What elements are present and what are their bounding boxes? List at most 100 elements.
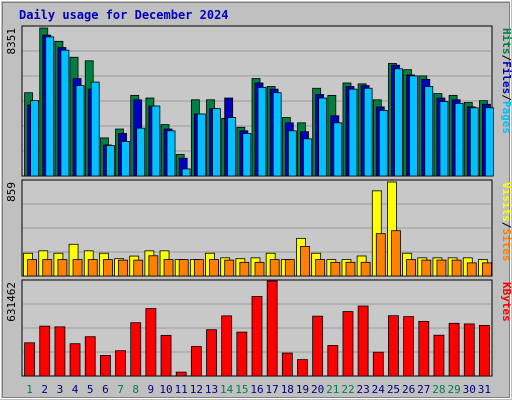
- bar-sites-day-18: [284, 259, 295, 277]
- bar-pages-day-27: [424, 86, 434, 177]
- bar-sites-day-26: [406, 259, 417, 277]
- bar-pages-day-28: [439, 101, 449, 177]
- bar-sites-day-8: [133, 259, 144, 277]
- bar-sites-day-5: [87, 259, 98, 277]
- y-max-label: 631462: [5, 282, 18, 322]
- bar-kbytes-day-20: [312, 315, 324, 377]
- bar-pages-day-10: [166, 130, 176, 177]
- bar-kbytes-day-31: [479, 324, 490, 377]
- day-label-1: 1: [26, 383, 33, 396]
- bar-kbytes-day-6: [99, 355, 111, 377]
- day-label-12: 12: [190, 383, 203, 396]
- bar-kbytes-day-26: [403, 316, 415, 377]
- legend-hits-files-pages: Hits/Files/Pages: [500, 28, 512, 134]
- legend-entry: /: [500, 222, 512, 229]
- bar-kbytes-day-2: [39, 325, 51, 377]
- day-label-9: 9: [148, 383, 155, 396]
- bar-sites-day-1: [27, 259, 37, 277]
- bar-pages-day-8: [136, 127, 146, 177]
- day-label-24: 24: [372, 383, 386, 396]
- bar-pages-day-23: [363, 87, 373, 177]
- bar-pages-day-17: [272, 92, 282, 177]
- day-label-30: 30: [463, 383, 476, 396]
- bar-pages-day-19: [303, 138, 312, 177]
- bar-kbytes-day-27: [418, 320, 430, 377]
- y-max-label: 859: [5, 182, 18, 202]
- bar-sites-day-2: [42, 259, 53, 277]
- bar-sites-day-6: [102, 259, 113, 277]
- bar-pages-day-11: [181, 168, 191, 177]
- bar-pages-day-21: [333, 122, 343, 177]
- bar-kbytes-day-21: [327, 345, 339, 377]
- legend-entry: KBytes: [500, 282, 512, 322]
- legend-entry: Files: [500, 61, 512, 94]
- day-label-16: 16: [250, 383, 263, 396]
- bar-pages-day-3: [60, 49, 70, 177]
- day-label-13: 13: [205, 383, 218, 396]
- bar-kbytes-day-30: [463, 323, 475, 377]
- day-label-20: 20: [311, 383, 324, 396]
- chart-title: Daily usage for December 2024: [19, 8, 229, 22]
- bar-pages-day-30: [469, 107, 479, 177]
- bar-pages-day-29: [454, 102, 464, 177]
- legend-entry: /: [500, 55, 512, 62]
- bar-kbytes-day-19: [297, 359, 308, 377]
- bar-sites-day-30: [466, 262, 477, 277]
- bar-sites-day-14: [224, 259, 235, 277]
- bar-pages-day-2: [45, 36, 55, 177]
- panel-hits-files-pages: 8351 Hits/Files/Pages: [5, 25, 512, 177]
- bar-kbytes-day-23: [357, 305, 369, 377]
- bar-sites-day-25: [391, 230, 401, 277]
- day-label-14: 14: [220, 383, 234, 396]
- bar-pages-day-18: [287, 130, 297, 177]
- bar-kbytes-day-4: [69, 343, 81, 377]
- bar-pages-day-6: [105, 145, 115, 177]
- bar-kbytes-day-5: [84, 336, 96, 377]
- day-label-7: 7: [117, 383, 124, 396]
- bar-sites-day-9: [148, 255, 159, 277]
- bar-kbytes-day-29: [448, 322, 460, 377]
- day-label-3: 3: [57, 383, 64, 396]
- bar-sites-day-16: [254, 261, 265, 277]
- bar-kbytes-day-12: [190, 346, 202, 377]
- bar-sites-day-4: [72, 259, 83, 277]
- bar-pages-day-12: [196, 113, 206, 177]
- bar-pages-day-4: [75, 85, 85, 177]
- bar-sites-day-15: [239, 261, 250, 277]
- bar-pages-day-13: [212, 108, 221, 177]
- bar-sites-day-21: [330, 261, 341, 277]
- bar-sites-day-13: [209, 259, 219, 277]
- bar-sites-day-3: [57, 259, 68, 277]
- legend-entry: Pages: [500, 101, 512, 134]
- bar-sites-day-24: [375, 233, 386, 277]
- bar-kbytes-day-9: [145, 308, 157, 377]
- bar-kbytes-day-10: [160, 334, 172, 377]
- day-label-6: 6: [102, 383, 109, 396]
- bar-kbytes-day-13: [206, 329, 217, 377]
- legend-entry: Visits: [500, 182, 512, 222]
- bar-kbytes-day-24: [372, 351, 384, 377]
- day-label-27: 27: [417, 383, 430, 396]
- bar-pages-day-15: [242, 133, 252, 177]
- bar-sites-day-29: [451, 259, 462, 277]
- bar-sites-day-22: [345, 261, 356, 277]
- x-axis-day-labels: 1 2 3 4 5 6 7 8 9 10 11 12 13 14 15 16 17 18 19 20 21 22 23 24 2…: [26, 383, 491, 396]
- bar-kbytes-day-1: [24, 342, 35, 377]
- bar-kbytes-day-14: [221, 315, 233, 377]
- day-label-25: 25: [387, 383, 400, 396]
- day-label-15: 15: [235, 383, 248, 396]
- bar-kbytes-day-3: [54, 326, 66, 377]
- bar-kbytes-day-17: [266, 280, 278, 377]
- bar-sites-day-31: [482, 262, 492, 277]
- bar-pages-day-31: [485, 107, 494, 177]
- bar-pages-day-16: [257, 86, 267, 177]
- bar-kbytes-day-22: [342, 311, 354, 377]
- bar-sites-day-20: [315, 259, 326, 277]
- bar-sites-day-17: [269, 259, 280, 277]
- legend-entry: Sites: [500, 228, 512, 261]
- day-label-4: 4: [72, 383, 79, 396]
